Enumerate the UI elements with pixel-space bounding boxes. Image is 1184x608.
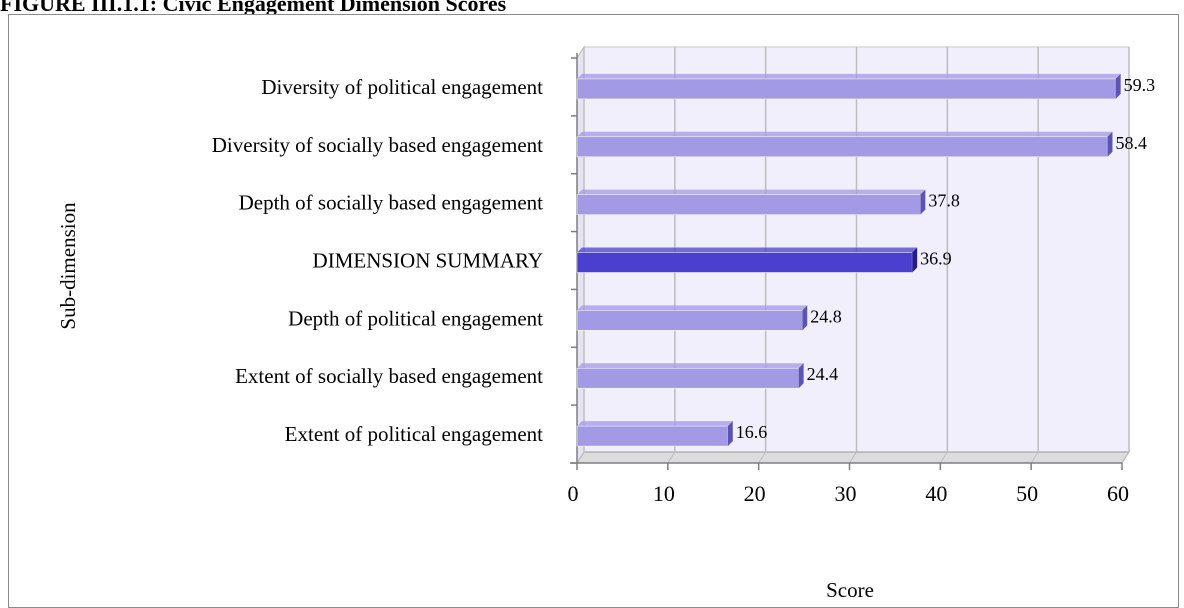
bar-face — [576, 78, 1116, 100]
bar-top — [577, 131, 1113, 137]
data-label: 24.4 — [807, 364, 839, 384]
y-category-label: Depth of political engagement — [288, 306, 543, 330]
bar-face — [576, 367, 799, 389]
bars — [576, 73, 1121, 447]
x-tick-label: 20 — [744, 481, 766, 506]
bar-side — [1115, 73, 1121, 99]
x-tick-label: 40 — [925, 481, 947, 506]
x-tick-label: 50 — [1016, 481, 1038, 506]
bar-top — [577, 305, 808, 311]
bar-top — [577, 73, 1121, 79]
bar-side — [727, 421, 733, 447]
y-category-label: Depth of socially based engagement — [239, 191, 544, 215]
x-tick-label: 30 — [835, 481, 857, 506]
gridline-floor — [1121, 451, 1130, 464]
data-labels: 59.3 58.4 37.8 36.9 24.8 24.4 16.6 — [736, 75, 1155, 442]
x-tick-label: 10 — [653, 481, 675, 506]
y-category-label: Extent of socially based engagement — [235, 364, 543, 388]
data-label: 36.9 — [920, 249, 952, 269]
y-category-label: Extent of political engagement — [285, 422, 543, 446]
x-tick-label: 60 — [1107, 481, 1129, 506]
x-tick-labels: 0 10 20 30 40 50 60 — [568, 481, 1130, 506]
bar-top — [577, 189, 926, 195]
data-label: 16.6 — [736, 422, 768, 442]
gridline-floor — [1030, 451, 1039, 464]
bar-side — [798, 363, 804, 389]
data-label: 24.8 — [810, 306, 842, 326]
gridline-floor — [939, 451, 948, 464]
bar-side — [912, 247, 918, 273]
bar-side — [802, 305, 808, 331]
bar-face — [576, 425, 729, 447]
bar — [576, 131, 1113, 158]
x-tick-label: 0 — [568, 481, 579, 506]
bar-side — [920, 189, 926, 215]
bar-face — [576, 252, 913, 273]
bar-face — [576, 310, 803, 331]
x-axis-label: Score — [826, 578, 874, 602]
gridline-floor — [849, 451, 857, 464]
y-category-label: Diversity of socially based engagement — [212, 133, 543, 157]
bar-side — [1107, 131, 1113, 157]
data-label: 59.3 — [1124, 75, 1156, 95]
bar-face — [576, 194, 921, 215]
data-label: 58.4 — [1115, 133, 1147, 153]
bar — [576, 363, 804, 389]
bar — [576, 189, 926, 215]
gridline-floor — [667, 451, 676, 464]
bar-top — [577, 363, 804, 369]
gridline-floor — [758, 451, 767, 464]
bar — [576, 305, 808, 331]
bar — [576, 247, 918, 273]
y-category-label: DIMENSION SUMMARY — [313, 249, 543, 273]
bar-top — [577, 421, 733, 427]
bar-top — [577, 247, 918, 253]
bar — [576, 421, 733, 447]
gridline-floor — [576, 451, 585, 464]
bar — [576, 73, 1121, 100]
y-axis-label: Sub-dimension — [56, 202, 80, 330]
figure-title: FIGURE III.1.1: Civic Engagement Dimensi… — [0, 0, 507, 16]
bar-face — [576, 136, 1108, 158]
data-label: 37.8 — [928, 191, 960, 211]
y-category-labels: Diversity of political engagement Diversi… — [212, 75, 543, 446]
y-category-label: Diversity of political engagement — [261, 75, 543, 99]
